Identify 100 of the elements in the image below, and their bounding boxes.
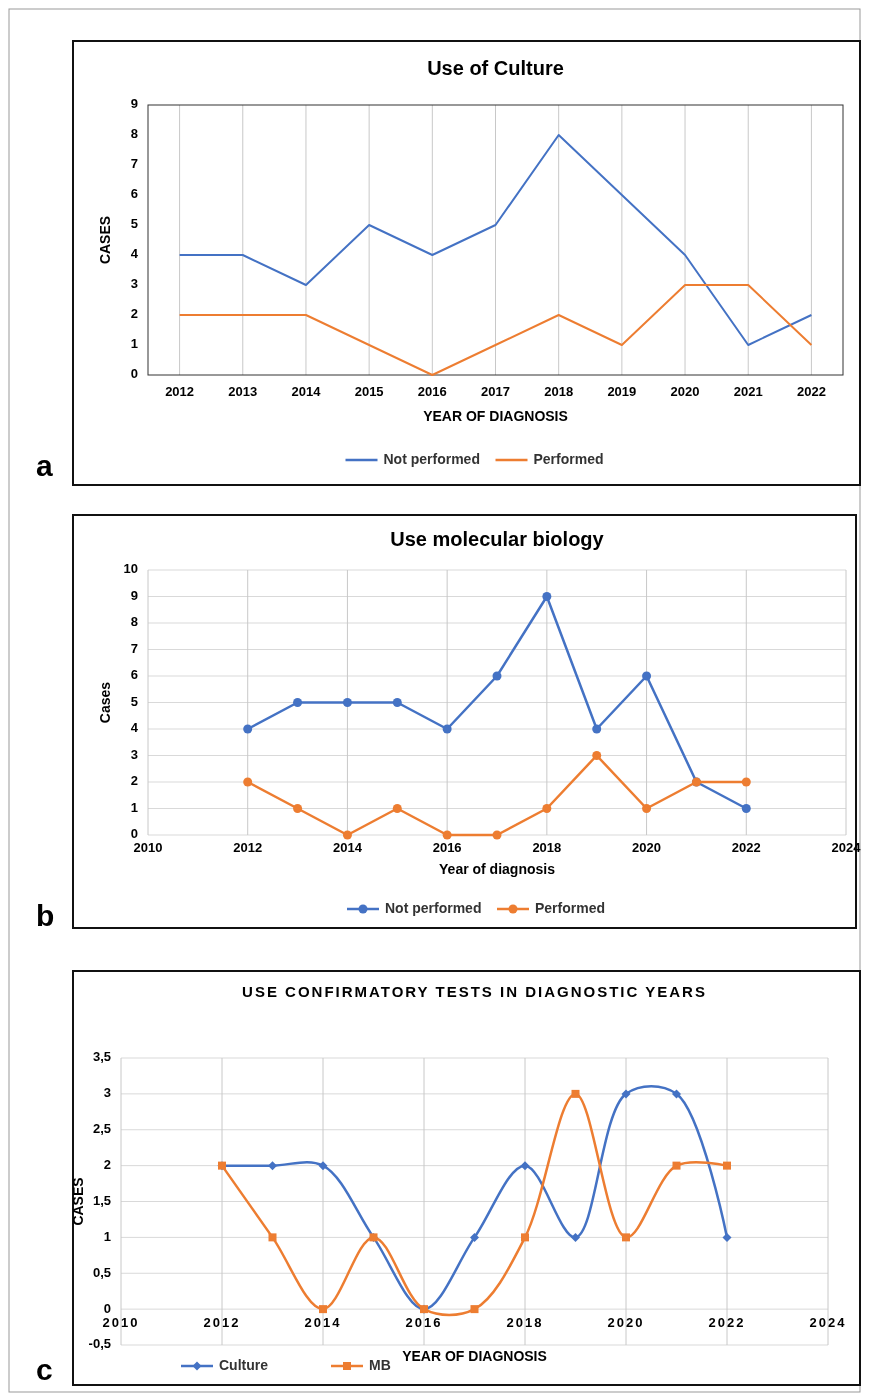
legend-label: Performed: [533, 450, 604, 467]
x-tick-label: 2024: [809, 1314, 847, 1330]
y-tick-label: 1,5: [92, 1192, 111, 1208]
y-axis-title: CASES: [96, 215, 113, 265]
point: [243, 777, 253, 787]
point: [542, 592, 552, 601]
y-tick-label: 0: [103, 1300, 111, 1316]
x-axis-title: YEAR OF DIAGNOSIS: [402, 1347, 547, 1364]
x-tick-label: 2012: [165, 384, 195, 400]
point: [470, 1305, 479, 1314]
y-tick-label: 3: [130, 746, 138, 762]
point: [243, 724, 253, 734]
point: [293, 698, 303, 707]
y-tick-label: 5: [130, 216, 138, 232]
x-tick-label: 2014: [291, 384, 322, 400]
y-tick-label: 3: [130, 276, 138, 292]
chart-title: USE CONFIRMATORY TESTS IN DIAGNOSTIC YEARS: [242, 982, 707, 1000]
y-tick-label: 4: [130, 246, 139, 262]
x-tick-label: 2020: [632, 840, 662, 856]
text: b: [36, 899, 55, 932]
y-tick-label: 1: [103, 1228, 111, 1244]
x-tick-label: 2020: [670, 384, 700, 400]
x-axis-title: YEAR OF DIAGNOSIS: [423, 407, 568, 424]
y-tick-label: 7: [130, 156, 138, 172]
chart-title: Use molecular biology: [390, 528, 605, 551]
x-tick-label: 2019: [607, 384, 637, 400]
y-tick-label: 8: [130, 126, 138, 142]
x-tick-label: 2018: [506, 1314, 544, 1330]
y-tick-label: 7: [130, 640, 138, 656]
point: [571, 1089, 580, 1098]
point: [442, 830, 452, 840]
y-tick-label: 6: [130, 186, 138, 202]
point: [268, 1233, 277, 1242]
y-tick-label: 8: [130, 614, 138, 630]
chart-title: Use of Culture: [427, 57, 564, 80]
point: [642, 671, 652, 681]
y-tick-label: 3: [103, 1085, 111, 1101]
x-axis-title: Year of diagnosis: [439, 860, 556, 877]
legend-label: Performed: [535, 899, 606, 916]
y-axis-title: CASES: [69, 1177, 86, 1226]
x-tick-label: 2018: [532, 840, 562, 856]
point: [442, 724, 452, 734]
y-tick-label: 6: [130, 667, 138, 683]
y-tick-label: 3,5: [92, 1049, 111, 1065]
x-tick-label: 2016: [405, 1314, 443, 1330]
y-tick-label: 5: [130, 693, 138, 709]
y-axis-title: Cases: [96, 681, 113, 724]
y-tick-label: 9: [130, 587, 138, 603]
point: [622, 1233, 630, 1242]
legend-label: MB: [369, 1356, 391, 1373]
point: [520, 1161, 530, 1171]
x-tick-label: 2020: [607, 1314, 645, 1330]
point: [521, 1233, 529, 1242]
legend-label: Not performed: [383, 450, 480, 467]
point: [542, 804, 552, 813]
x-tick-label: 2017: [481, 384, 510, 400]
point: [672, 1161, 681, 1170]
y-tick-label: 0,5: [92, 1264, 111, 1280]
x-tick-label: 2010: [133, 840, 163, 856]
point: [722, 1232, 732, 1242]
line-series: [178, 134, 813, 346]
x-tick-label: 2014: [304, 1314, 342, 1330]
y-tick-label: 0: [130, 826, 138, 842]
point: [492, 830, 502, 840]
x-tick-label: 2021: [733, 384, 763, 400]
y-tick-label: -0,5: [88, 1336, 111, 1352]
point: [342, 830, 352, 840]
y-tick-label: 1: [130, 336, 138, 352]
point: [621, 1089, 631, 1099]
line-series: [178, 284, 813, 376]
y-tick-label: 4: [130, 720, 139, 736]
x-tick-label: 2022: [708, 1314, 746, 1330]
y-tick-label: 9: [130, 96, 138, 112]
point: [470, 1232, 479, 1242]
x-tick-label: 2012: [233, 840, 263, 856]
x-tick-label: 2016: [432, 840, 462, 856]
legend-label: Not performed: [385, 899, 482, 916]
y-tick-label: 1: [130, 799, 138, 815]
point: [492, 671, 502, 681]
x-tick-label: 2022: [731, 840, 761, 856]
y-tick-label: 2: [130, 773, 138, 789]
x-tick-label: 2016: [417, 384, 447, 400]
point: [592, 751, 602, 760]
point: [741, 777, 751, 787]
point: [672, 1089, 681, 1099]
point: [342, 698, 352, 707]
y-tick-label: 10: [123, 561, 138, 577]
x-tick-label: 2022: [796, 384, 826, 400]
point: [268, 1161, 277, 1171]
point: [318, 1161, 328, 1171]
text: a: [36, 449, 53, 482]
point: [392, 698, 402, 707]
legend-label: Culture: [219, 1356, 269, 1373]
x-tick-label: 2018: [544, 384, 574, 400]
point: [293, 804, 303, 813]
y-tick-label: 2,5: [92, 1121, 111, 1137]
x-tick-label: 2013: [228, 384, 258, 400]
text: c: [36, 1353, 53, 1386]
point: [392, 804, 402, 813]
y-tick-label: 2: [130, 306, 138, 322]
